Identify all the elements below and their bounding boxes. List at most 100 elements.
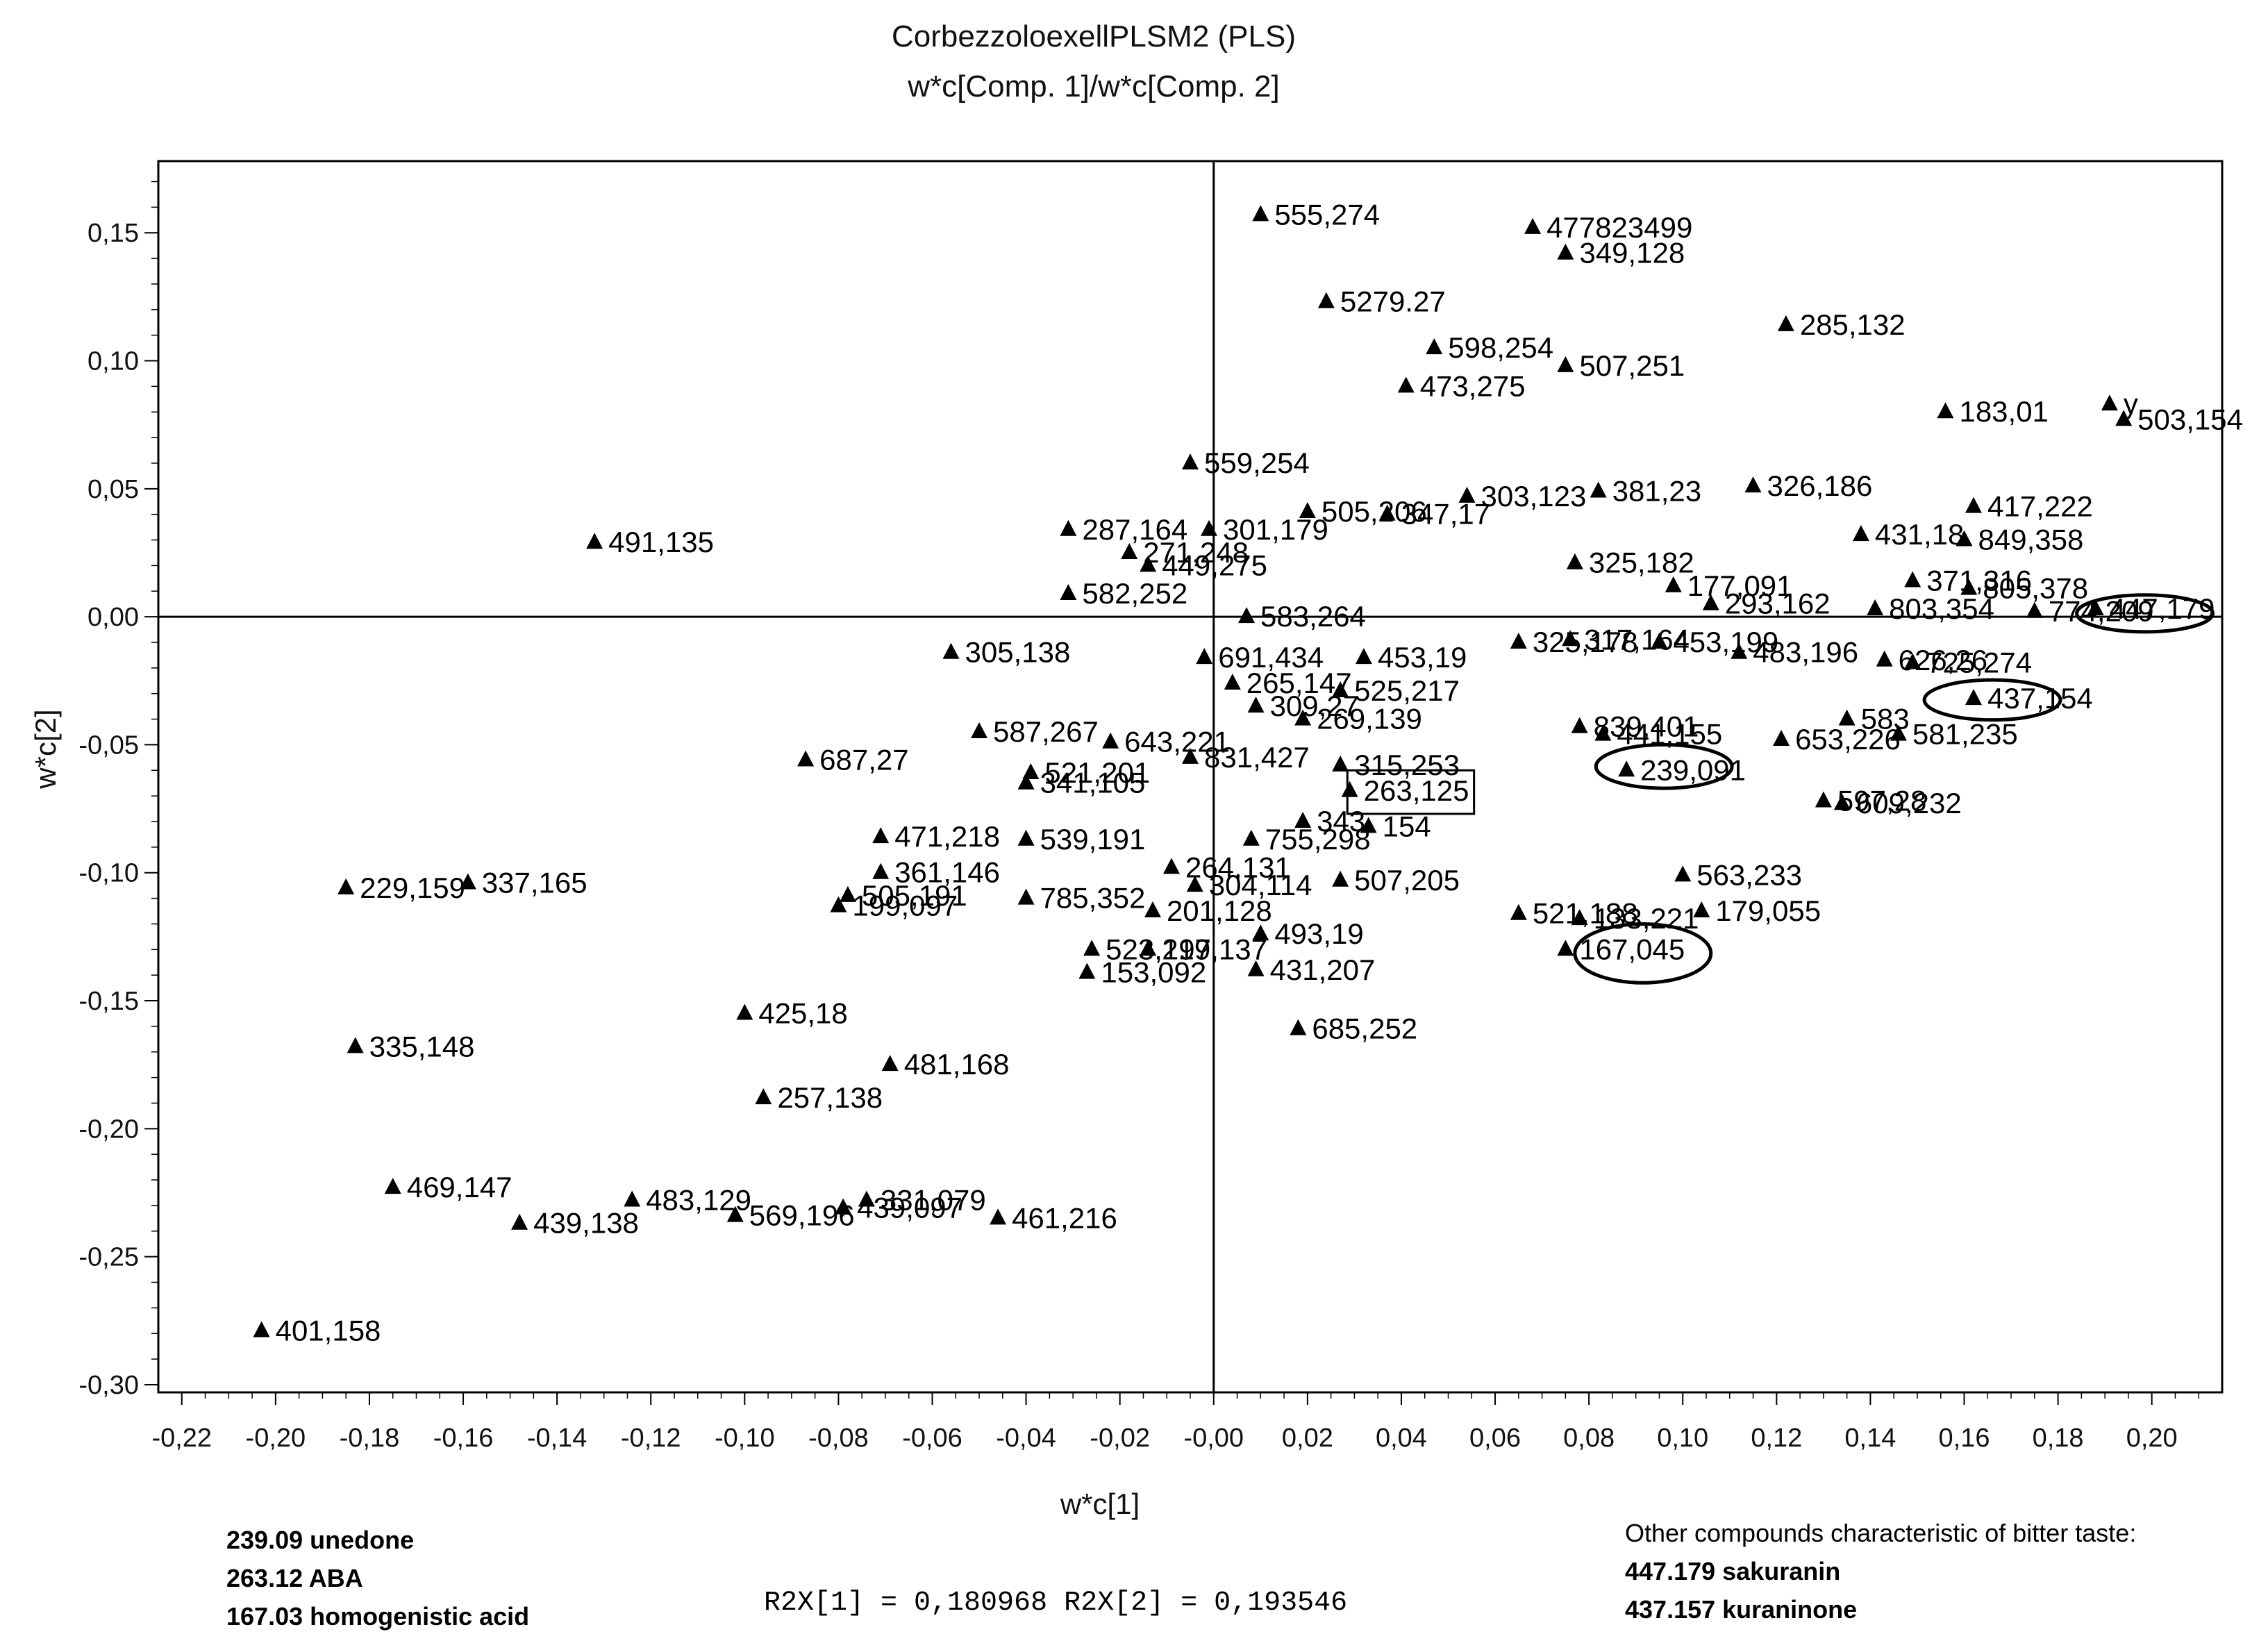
data-point-marker [1594,724,1612,741]
data-point-marker [726,1206,744,1222]
data-point-label: 431,207 [1270,953,1376,986]
data-point-marker [1341,781,1358,797]
data-point-label: 305,138 [965,636,1071,669]
data-point-marker [881,1055,899,1072]
data-point-label: 582,252 [1082,577,1187,610]
data-point-label: 491,135 [608,526,714,558]
data-point-label: 325,178 [1533,626,1638,658]
data-point-marker [1017,773,1035,790]
data-point-label: y [2124,388,2138,420]
highlight-ellipse [2075,593,2215,634]
data-point-marker [971,722,988,738]
data-point-marker [1162,858,1180,874]
data-point-marker [942,642,960,659]
data-point-label: 691,434 [1218,641,1324,674]
data-point-label: 309,27 [1270,690,1359,722]
y-tick-label: 0,10 [87,347,139,376]
data-point-marker [1078,962,1096,979]
data-point-marker [1960,578,1978,595]
data-point-marker [1397,376,1415,393]
y-tick-label: -0,05 [78,731,139,760]
data-point-label: 643,221 [1124,726,1230,758]
x-tick-label: 0,08 [1563,1424,1615,1453]
data-point-marker [990,1208,1007,1225]
data-point-marker [1332,870,1349,887]
data-point-marker [1355,648,1372,665]
data-point-label: 425,18 [758,997,847,1029]
y-axis-label: w*c[2] [29,709,62,789]
data-point-label: 483,196 [1753,636,1858,669]
highlight-ellipse [1594,742,1734,790]
data-point-marker [1140,940,1157,956]
data-point-label: 755,298 [1265,823,1371,856]
data-point-marker [872,827,890,844]
data-point-marker [1571,909,1588,926]
data-point-marker [1102,732,1119,749]
data-point-marker [1904,653,1921,669]
data-point-marker [1294,709,1312,726]
data-point-marker [586,533,603,549]
data-point-marker [1693,901,1710,918]
y-tick-label: -0,15 [78,987,139,1016]
data-point-label: 361,146 [894,856,1000,889]
data-point-marker [1557,243,1574,260]
data-point-marker [1965,689,1983,706]
legend-left-item: 167.03 homogenistic acid [226,1602,530,1631]
data-point-marker [1144,901,1161,918]
data-point-label: 583 [1861,703,1910,735]
x-tick-label: 0,10 [1657,1424,1708,1453]
data-point-marker [755,1088,772,1105]
data-point-label: 453,19 [1378,641,1467,674]
data-point-marker [347,1037,364,1053]
data-point-marker [1294,812,1312,828]
data-point-marker [2115,410,2133,426]
data-point-marker [872,862,890,879]
x-tick-label: 0,04 [1376,1424,1427,1453]
data-point-marker [1290,1019,1307,1035]
data-point-marker [1224,673,1241,690]
data-point-label: 201,128 [1167,894,1272,927]
x-tick-label: -0,18 [340,1424,400,1453]
data-point-marker [1618,760,1635,777]
data-point-marker [1360,817,1377,833]
data-point-marker [1510,903,1527,920]
data-point-label: 587,267 [993,715,1099,748]
data-point-marker [2026,601,2043,618]
data-point-label: 447,179 [2110,592,2215,625]
data-point-label: 785,352 [1040,882,1146,915]
data-point-marker [1965,497,1983,513]
data-point-marker [858,1190,875,1207]
data-point-label: 559,254 [1204,447,1310,479]
data-point-marker [1182,747,1199,764]
data-point-marker [1186,876,1203,892]
data-point-label: 505,191 [862,879,967,912]
chart-title: CorbezzoloexellPLSM2 (PLS) [891,19,1296,53]
data-point-marker [1571,717,1588,733]
data-point-label: 481,168 [904,1048,1010,1081]
data-point-label: 598,254 [1448,331,1553,364]
data-point-marker [1566,553,1583,569]
data-point-marker [2101,394,2118,411]
data-point-label: 317,164 [1584,623,1690,656]
legend-right: Other compounds characteristic of bitter… [1625,1514,2136,1628]
data-point-label: 343 [1317,805,1365,838]
data-point-marker [1426,338,1443,355]
data-point-label: 539,191 [1040,823,1146,856]
data-point-label: 269,139 [1317,703,1422,735]
data-point-marker [1557,940,1574,956]
data-point-label: 597,28 [1837,785,1926,817]
data-point-label: 471,218 [894,820,1000,853]
x-tick-label: -0,16 [433,1424,494,1453]
x-tick-label: 0,06 [1469,1424,1521,1453]
data-point-marker [830,896,847,912]
y-tick-label: -0,10 [78,859,139,888]
data-point-marker [797,750,815,767]
data-point-label: 337,165 [482,866,587,899]
data-point-marker [1378,504,1396,521]
data-point-label: 331,079 [881,1184,986,1217]
data-point-label: 315,253 [1354,749,1460,781]
data-point-label: 831,427 [1204,741,1310,774]
data-point-marker [1777,315,1794,331]
legend-right-heading: Other compounds characteristic of bitter… [1625,1519,2137,1547]
x-tick-label: 0,12 [1751,1424,1802,1453]
